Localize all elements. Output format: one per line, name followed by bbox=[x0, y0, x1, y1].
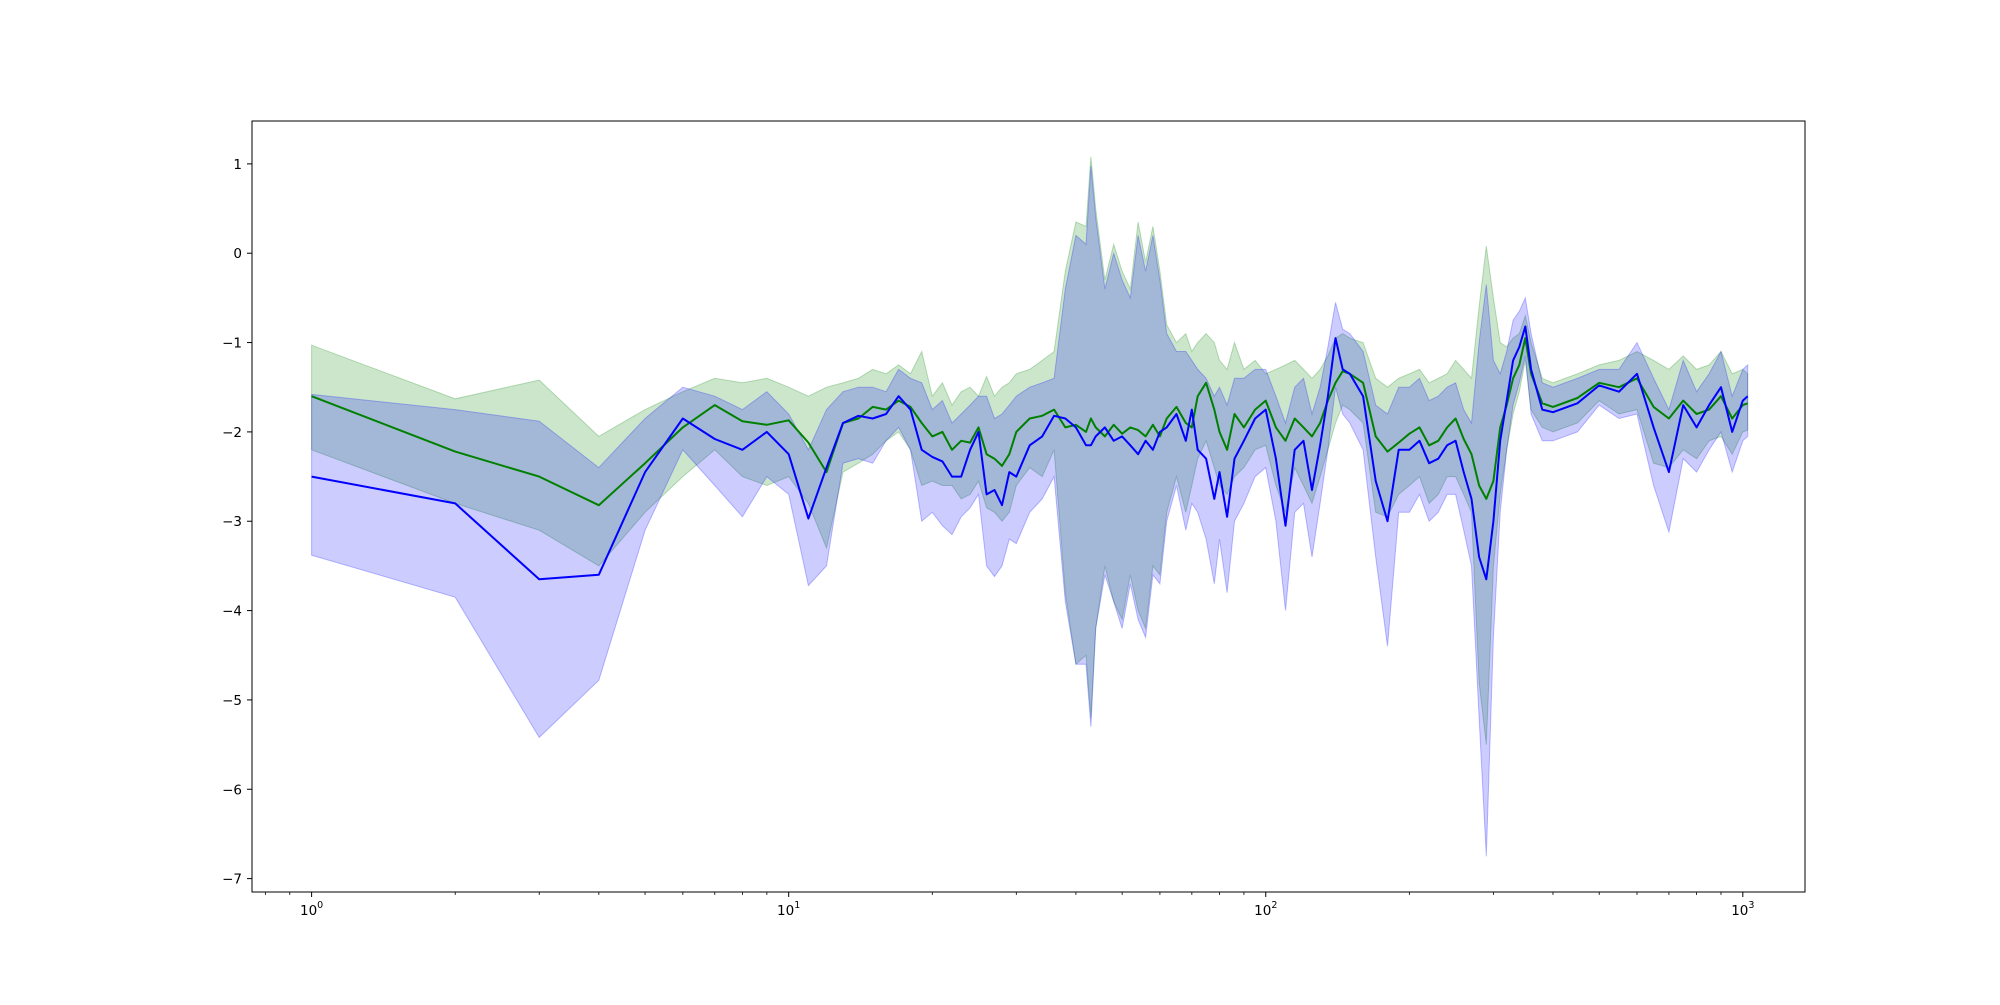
y-axis-ticks: 1 0 −1 −2 −3 −4 −5 −6 −7 bbox=[222, 157, 252, 888]
x-tick-label: 101 bbox=[777, 900, 800, 919]
series-1-line bbox=[311, 337, 1749, 507]
y-tick-label: −6 bbox=[222, 782, 242, 798]
y-tick-label: −3 bbox=[222, 514, 242, 530]
y-tick-label: −2 bbox=[222, 425, 242, 441]
series-1-band bbox=[311, 156, 1749, 745]
x-tick-label: 100 bbox=[300, 900, 323, 919]
plot-frame bbox=[251, 120, 1806, 893]
y-tick-label: −7 bbox=[222, 872, 242, 888]
x-axis-ticks: 100 101 102 103 bbox=[264, 892, 1754, 919]
x-tick-label: 103 bbox=[1731, 900, 1754, 919]
y-tick-label: 0 bbox=[233, 246, 242, 262]
series-2-band bbox=[311, 165, 1749, 857]
y-tick-label: −5 bbox=[222, 693, 242, 709]
y-tick-label: −4 bbox=[222, 604, 242, 620]
series-lines bbox=[311, 325, 1749, 581]
confidence-bands bbox=[311, 156, 1749, 857]
y-tick-label: −1 bbox=[222, 336, 242, 352]
y-tick-label: 1 bbox=[233, 157, 242, 173]
series-2-line bbox=[311, 325, 1749, 581]
x-tick-label: 102 bbox=[1254, 900, 1277, 919]
